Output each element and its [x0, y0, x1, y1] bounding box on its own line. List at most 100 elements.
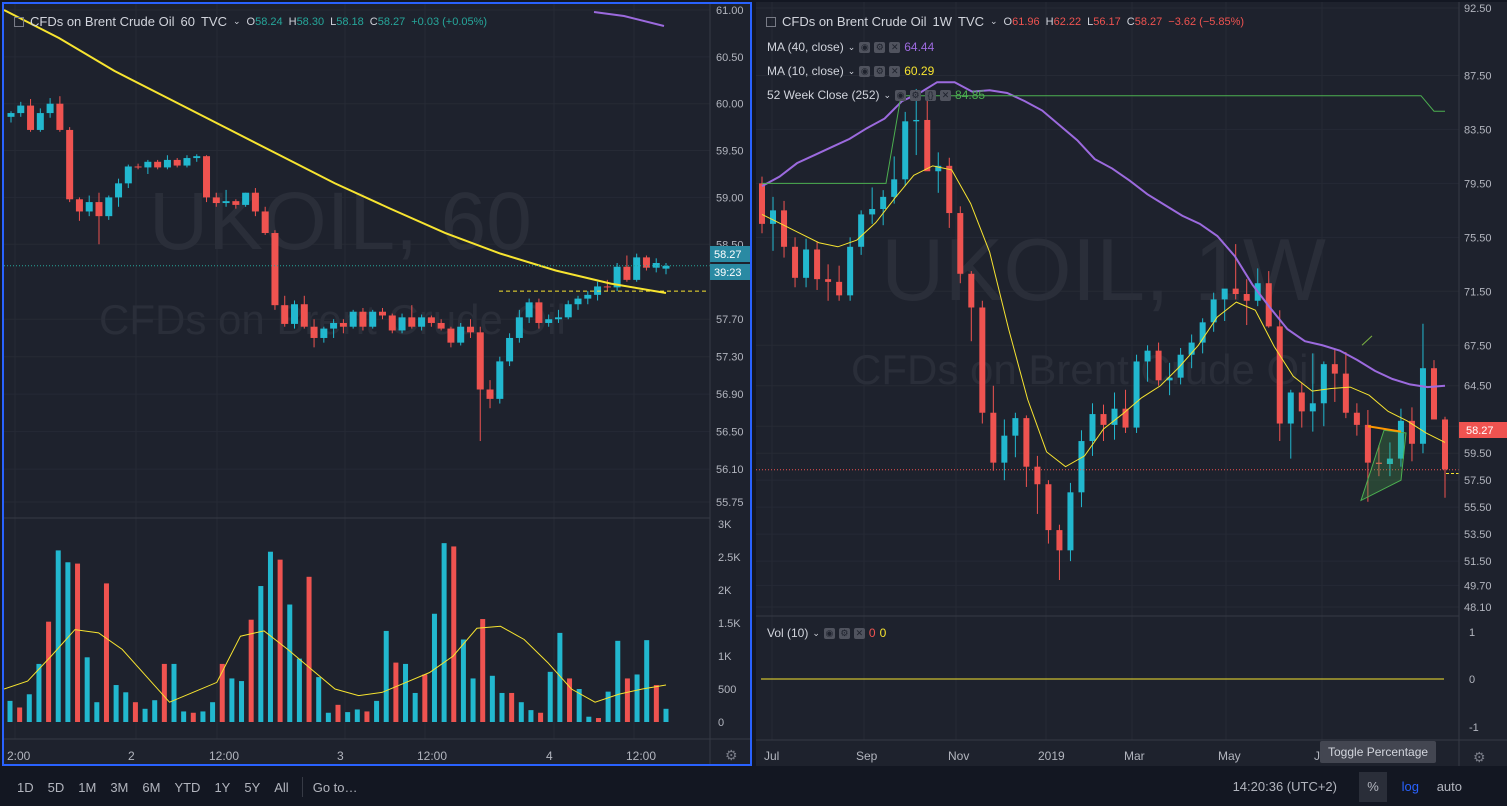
right-candle-body: [1442, 419, 1448, 470]
left-candle-body: [173, 159, 181, 166]
braces-icon[interactable]: {}: [925, 89, 937, 101]
right-time-axis[interactable]: JulSepNov2019MarMayJul: [764, 749, 1329, 763]
right-price-tick: 71.50: [1464, 286, 1492, 298]
indicator-volume-name[interactable]: Vol (10): [767, 626, 809, 640]
right-volume-axis[interactable]: 1 0 -1: [1469, 627, 1479, 734]
left-volume-bar: [258, 586, 264, 722]
left-volume-bar: [509, 692, 515, 722]
right-chart-pane[interactable]: UKOIL, 1W CFDs on Brent Crude Oil 92.50 8…: [756, 2, 1507, 766]
close-icon[interactable]: ✕: [853, 627, 865, 639]
chevron-down-icon[interactable]: ⌄: [883, 89, 892, 100]
indicator-volume-v2: 0: [879, 626, 887, 640]
left-volume-bar: [277, 559, 283, 722]
range-5d-button[interactable]: 5D: [47, 779, 65, 795]
right-settings-gear-icon[interactable]: ⚙: [1473, 749, 1486, 765]
range-6m-button[interactable]: 6M: [142, 779, 161, 795]
right-price-tick: 75.50: [1464, 232, 1492, 244]
right-candle-body: [1331, 364, 1338, 374]
left-volume-bar: [239, 681, 245, 722]
chevron-down-icon[interactable]: ⌄: [847, 41, 856, 52]
close-icon[interactable]: ✕: [889, 65, 901, 77]
left-price-tick: 59.00: [716, 192, 744, 204]
indicator-52wk[interactable]: 52 Week Close (252) ⌄ ◉ ⚙{} ✕ 84.85: [767, 88, 985, 102]
gear-icon[interactable]: ⚙: [874, 65, 886, 77]
range-1d-button[interactable]: 1D: [17, 779, 34, 795]
right-chevron-down-icon[interactable]: ⌄: [990, 16, 998, 26]
left-volume-bar: [480, 619, 486, 722]
right-candle-body: [1199, 322, 1206, 343]
left-candle-body: [496, 361, 504, 399]
right-chart-canvas[interactable]: UKOIL, 1W CFDs on Brent Crude Oil 92.50 8…: [756, 2, 1507, 766]
left-legend-collapse-icon[interactable]: [14, 16, 24, 27]
right-candle-body: [1232, 288, 1239, 295]
left-chart-canvas[interactable]: UKOIL, 60 CFDs on Brent Crude Oil 61.00 6…: [4, 4, 750, 764]
left-price-tick: 56.10: [716, 464, 744, 476]
left-volume-bar: [229, 678, 235, 722]
right-triangle-drawing: [1360, 429, 1407, 502]
indicator-ma40-name[interactable]: MA (40, close): [767, 40, 844, 54]
gear-icon[interactable]: ⚙: [838, 627, 850, 639]
left-symbol[interactable]: CFDs on Brent Crude Oil: [30, 14, 175, 29]
left-candle-body: [506, 337, 514, 362]
range-ytd-button[interactable]: YTD: [174, 779, 201, 795]
right-candle-body: [1430, 368, 1437, 420]
left-price-axis[interactable]: 61.0060.5060.0059.5059.0058.5057.7057.30…: [716, 5, 744, 509]
left-volume-bar: [624, 678, 630, 722]
left-candle-body: [56, 103, 64, 130]
close-icon[interactable]: ✕: [940, 89, 952, 101]
indicator-ma40[interactable]: MA (40, close) ⌄ ◉ ⚙ ✕ 64.44: [767, 40, 934, 54]
left-c-label: C: [369, 15, 378, 28]
indicator-ma10[interactable]: MA (10, close) ⌄ ◉ ⚙ ✕ 60.29: [767, 64, 934, 78]
left-volume-bar: [65, 562, 71, 722]
range-3m-button[interactable]: 3M: [110, 779, 129, 795]
gear-icon[interactable]: ⚙: [874, 41, 886, 53]
eye-icon[interactable]: ◉: [859, 41, 871, 53]
percent-toggle-button[interactable]: %: [1359, 772, 1387, 802]
right-candle-body: [1276, 326, 1283, 424]
right-interval[interactable]: 1W: [932, 14, 953, 29]
left-ma-purple-line: [593, 11, 665, 27]
left-chart-pane[interactable]: UKOIL, 60 CFDs on Brent Crude Oil 61.00 6…: [2, 2, 752, 766]
range-5y-button[interactable]: 5Y: [244, 779, 261, 795]
indicator-volume[interactable]: Vol (10) ⌄ ◉ ⚙ ✕ 0 0: [767, 626, 886, 640]
right-price-axis[interactable]: 92.50 87.50 83.50 79.50 75.50 71.50 67.50 64.50…: [1464, 3, 1492, 614]
right-h-label: H: [1045, 15, 1054, 28]
indicator-ma10-name[interactable]: MA (10, close): [767, 64, 844, 78]
close-icon[interactable]: ✕: [889, 41, 901, 53]
eye-icon[interactable]: ◉: [859, 65, 871, 77]
chevron-down-icon[interactable]: ⌄: [812, 627, 820, 638]
indicator-52wk-name[interactable]: 52 Week Close (252): [767, 88, 880, 102]
right-symbol[interactable]: CFDs on Brent Crude Oil: [782, 14, 927, 29]
left-volume-bar: [325, 712, 331, 722]
left-volume-bar: [538, 712, 544, 722]
left-interval[interactable]: 60: [180, 14, 195, 29]
left-volume-axis[interactable]: 3K 2.5K 2K 1.5K 1K 500 0: [718, 519, 741, 729]
left-candle-body: [7, 113, 15, 117]
chevron-down-icon[interactable]: ⌄: [847, 65, 856, 76]
clock[interactable]: 14:20:36 (UTC+2): [1232, 779, 1337, 794]
range-1y-button[interactable]: 1Y: [214, 779, 231, 795]
gear-icon[interactable]: ⚙: [910, 89, 922, 101]
left-volume-bar: [586, 716, 592, 722]
auto-toggle-button[interactable]: auto: [1436, 779, 1462, 794]
left-time-axis[interactable]: 2:00 2 12:00 3 12:00 4 12:00: [7, 749, 656, 763]
left-chevron-down-icon[interactable]: ⌄: [232, 16, 241, 26]
right-candle-body: [1210, 299, 1217, 323]
goto-button[interactable]: Go to…: [312, 779, 358, 795]
left-candle-body: [105, 197, 113, 217]
left-candle-body: [603, 286, 611, 288]
left-last-price-label-bg: [710, 246, 750, 262]
range-all-button[interactable]: All: [274, 779, 289, 795]
left-o-label: O: [246, 15, 256, 28]
right-ma10-line: [761, 165, 1446, 468]
right-candle-body: [1089, 414, 1096, 442]
range-1m-button[interactable]: 1M: [78, 779, 97, 795]
eye-icon[interactable]: ◉: [895, 89, 907, 101]
right-legend-collapse-icon[interactable]: [766, 16, 776, 27]
right-candle-body: [1309, 403, 1316, 412]
left-volume-bar: [94, 702, 100, 722]
eye-icon[interactable]: ◉: [823, 627, 835, 639]
log-toggle-button[interactable]: log: [1401, 779, 1419, 794]
left-candle-body: [183, 158, 191, 166]
left-settings-gear-icon[interactable]: ⚙: [725, 747, 738, 763]
